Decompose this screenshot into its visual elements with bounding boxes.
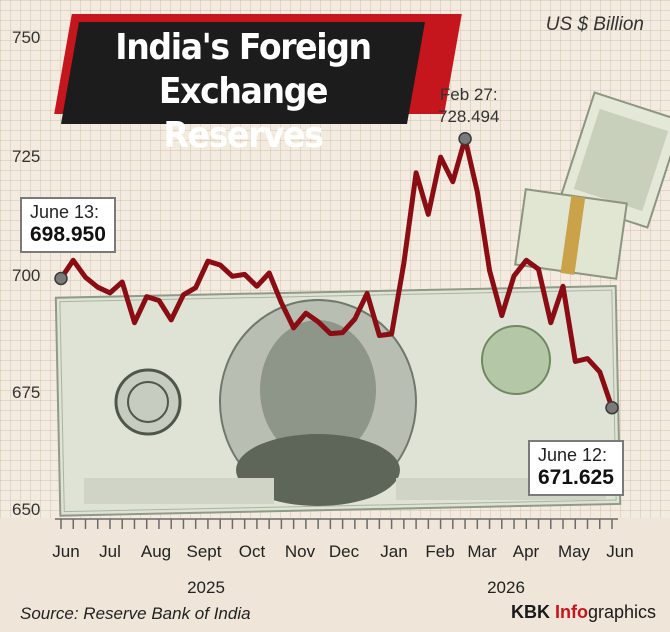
unit-label: US $ Billion — [545, 14, 644, 35]
x-month-label: Aug — [140, 542, 172, 561]
y-tick-label: 750 — [12, 28, 41, 47]
start-callout: June 13: 698.950 — [20, 197, 116, 253]
series-line — [58, 136, 615, 411]
x-month-label: Mar — [467, 542, 497, 561]
markers — [54, 131, 619, 415]
start-marker — [54, 271, 68, 286]
y-tick-label: 725 — [12, 147, 41, 166]
y-tick-label: 700 — [12, 266, 41, 285]
source-note: Source: Reserve Bank of India — [20, 604, 251, 623]
title-line-2: Exchange Reserves — [158, 71, 329, 156]
x-month-label: Oct — [238, 542, 266, 561]
y-tick-label: 650 — [12, 500, 41, 519]
peak-callout: Feb 27: 728.494 — [438, 84, 499, 128]
x-month-label: Dec — [328, 542, 360, 561]
x-month-label: Jun — [52, 542, 80, 561]
brand-suffix: graphics — [587, 602, 656, 622]
brand-accent: Info — [554, 602, 588, 622]
start-value-label: 698.950 — [30, 223, 106, 246]
brand-prefix: KBK — [510, 602, 555, 622]
x-axis-ticks — [55, 518, 618, 529]
axis-band — [0, 518, 670, 632]
x-month-label: Jul — [99, 542, 121, 561]
x-month-label: Apr — [512, 542, 540, 561]
x-month-label: Jun — [606, 542, 634, 561]
chart-title: India's Foreign Exchange Reserves — [88, 26, 399, 158]
y-tick-label: 675 — [12, 383, 41, 402]
end-callout: June 12: 671.625 — [528, 440, 624, 496]
peak-value-label: 728.494 — [438, 107, 500, 126]
x-year-label: 2025 — [187, 578, 225, 597]
start-date-label: June 13: — [30, 202, 100, 222]
x-year-label: 2026 — [487, 578, 525, 597]
x-month-label: Nov — [284, 542, 316, 561]
brand-logo: KBK Infographics — [511, 602, 656, 623]
peak-marker — [458, 131, 472, 146]
banknote-illustration — [54, 284, 622, 517]
end-date-label: June 12: — [538, 445, 608, 465]
money-bundle-illustration — [514, 91, 670, 280]
x-month-label: Jan — [380, 542, 408, 561]
x-month-label: Sept — [186, 542, 222, 561]
peak-date-label: Feb 27: — [439, 85, 498, 104]
end-value-label: 671.625 — [538, 466, 614, 489]
end-marker — [605, 400, 619, 415]
x-month-label: May — [557, 542, 591, 561]
title-line-1: India's Foreign — [115, 27, 372, 68]
x-month-label: Feb — [425, 542, 455, 561]
